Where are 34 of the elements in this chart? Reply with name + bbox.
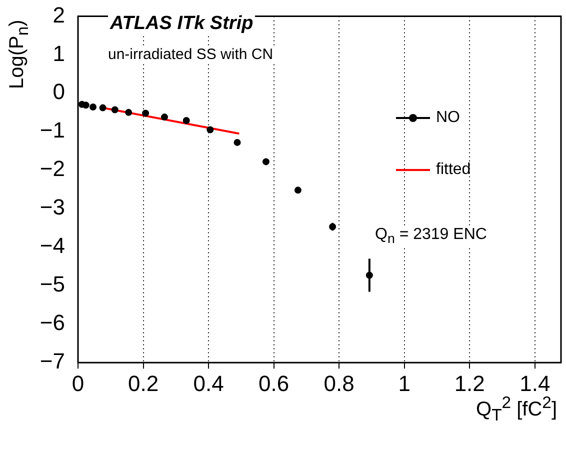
point <box>99 104 106 112</box>
legend-label: fitted <box>436 161 471 180</box>
x-axis-title: Q$_{T}$$^{2}$ [fC$^{2}$] <box>476 392 557 424</box>
point <box>160 114 168 121</box>
y-tick-label: 2 <box>52 2 65 28</box>
point <box>82 102 90 109</box>
point <box>90 104 97 111</box>
annotation: Q$_{n}$ = 2319 ENC <box>373 226 489 246</box>
y-tick-label: −5 <box>40 272 65 297</box>
x-tick-label: 1 <box>398 370 410 396</box>
point <box>111 106 118 114</box>
y-tick-label: −7 <box>40 348 65 374</box>
point <box>262 158 270 166</box>
y-tick-label: −2 <box>40 156 65 182</box>
x-tick-label: 0 <box>72 370 84 396</box>
annotation: ATLAS ITk Strip <box>108 13 256 36</box>
y-tick-label: 1 <box>52 40 65 66</box>
point <box>142 110 150 117</box>
y-tick-label: −6 <box>40 310 65 336</box>
y-tick-label: −4 <box>40 233 65 258</box>
point <box>206 126 214 134</box>
point <box>294 186 302 194</box>
y-tick-label: −1 <box>40 118 65 143</box>
y-tick-label: 0 <box>52 79 65 104</box>
x-tick-label: 0.4 <box>193 370 224 396</box>
point <box>125 108 132 116</box>
point <box>182 117 190 124</box>
x-tick-label: 0.6 <box>258 370 290 396</box>
legend-label: NO <box>436 109 460 128</box>
point <box>234 138 241 146</box>
x-tick-label: 0.8 <box>324 370 354 396</box>
x-tick-label: 0.2 <box>128 370 159 396</box>
annotation: un-irradiated SS with CN <box>106 46 276 64</box>
y-tick-label: −3 <box>40 194 65 220</box>
